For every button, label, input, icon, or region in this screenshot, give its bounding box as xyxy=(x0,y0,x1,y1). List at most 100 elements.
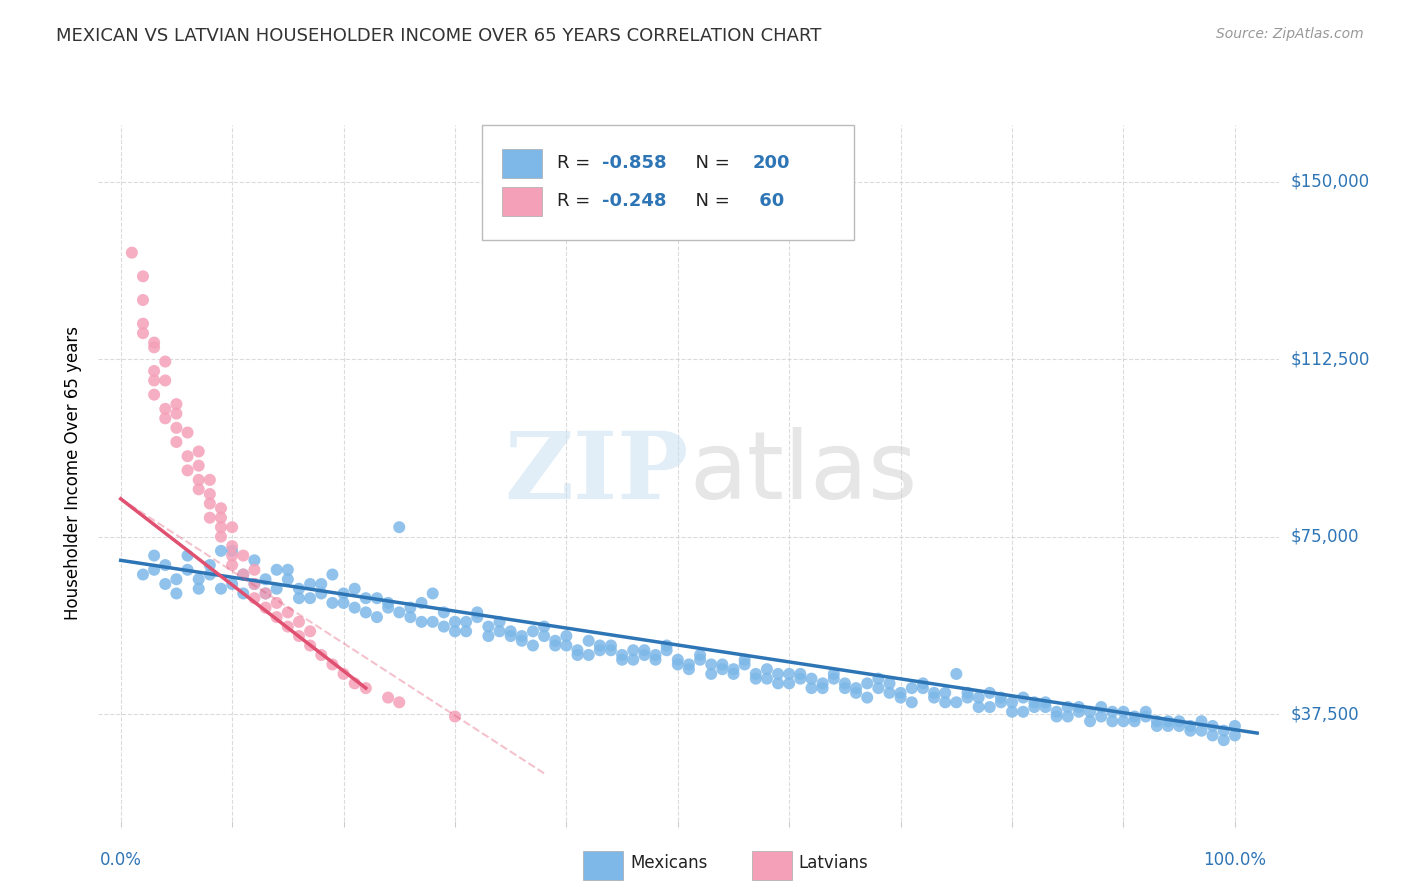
Text: $112,500: $112,500 xyxy=(1291,351,1369,368)
Point xyxy=(856,676,879,690)
Point xyxy=(332,596,354,610)
Point xyxy=(165,435,187,450)
Point xyxy=(1101,714,1123,729)
Point xyxy=(922,690,945,705)
Point xyxy=(143,387,166,401)
Point xyxy=(465,610,488,624)
Point xyxy=(288,629,311,643)
Point xyxy=(343,600,366,615)
Point xyxy=(533,629,555,643)
Text: N =: N = xyxy=(685,193,735,211)
Point xyxy=(1180,719,1202,733)
Point xyxy=(422,615,444,629)
Point xyxy=(1146,714,1168,729)
Text: atlas: atlas xyxy=(689,426,917,519)
Point xyxy=(277,572,299,586)
Point xyxy=(277,563,299,577)
Point xyxy=(1123,709,1146,723)
Point xyxy=(945,695,967,709)
Point xyxy=(165,586,187,600)
Point xyxy=(499,629,522,643)
Point xyxy=(232,586,254,600)
Point xyxy=(945,667,967,681)
Point xyxy=(567,643,589,657)
FancyBboxPatch shape xyxy=(502,186,543,216)
Point xyxy=(922,686,945,700)
Point xyxy=(232,549,254,563)
Point xyxy=(911,681,934,695)
Point xyxy=(477,619,499,633)
Point xyxy=(198,510,221,524)
Point xyxy=(1001,705,1024,719)
Point xyxy=(388,520,411,534)
Point xyxy=(533,619,555,633)
Point xyxy=(456,615,478,629)
Point xyxy=(243,577,266,591)
Point xyxy=(187,458,209,473)
Point xyxy=(1078,714,1101,729)
Point xyxy=(299,577,322,591)
Point xyxy=(734,657,756,672)
Point xyxy=(277,606,299,620)
Point xyxy=(221,544,243,558)
Point xyxy=(600,639,623,653)
Point xyxy=(143,549,166,563)
Point xyxy=(778,676,800,690)
Point xyxy=(488,624,510,639)
Point xyxy=(288,582,311,596)
Point xyxy=(343,582,366,596)
Point xyxy=(1201,719,1223,733)
Point xyxy=(187,572,209,586)
FancyBboxPatch shape xyxy=(502,149,543,178)
Text: Source: ZipAtlas.com: Source: ZipAtlas.com xyxy=(1216,27,1364,41)
Point xyxy=(610,653,633,667)
Point xyxy=(711,662,734,676)
Text: 0.0%: 0.0% xyxy=(100,851,142,869)
Point xyxy=(967,690,990,705)
Point xyxy=(266,563,288,577)
Point xyxy=(209,501,232,516)
Point xyxy=(1035,695,1057,709)
Point xyxy=(266,610,288,624)
Point xyxy=(221,577,243,591)
Point xyxy=(143,364,166,378)
Point xyxy=(399,600,422,615)
Point xyxy=(198,496,221,510)
Point xyxy=(198,473,221,487)
Point xyxy=(444,624,467,639)
Point xyxy=(1180,723,1202,738)
Point xyxy=(967,700,990,714)
Point xyxy=(221,520,243,534)
Point xyxy=(856,690,879,705)
Point xyxy=(354,606,377,620)
Point xyxy=(155,577,177,591)
Point xyxy=(254,586,277,600)
Point xyxy=(979,686,1001,700)
Point xyxy=(1078,705,1101,719)
Point xyxy=(1067,705,1090,719)
Text: MEXICAN VS LATVIAN HOUSEHOLDER INCOME OVER 65 YEARS CORRELATION CHART: MEXICAN VS LATVIAN HOUSEHOLDER INCOME OV… xyxy=(56,27,821,45)
Point xyxy=(678,662,700,676)
Point xyxy=(465,606,488,620)
FancyBboxPatch shape xyxy=(482,125,855,240)
Point xyxy=(823,672,845,686)
Point xyxy=(544,633,567,648)
Point xyxy=(477,629,499,643)
Point xyxy=(633,648,655,662)
Point xyxy=(176,449,198,463)
Point xyxy=(644,653,666,667)
Point xyxy=(165,397,187,411)
Point xyxy=(366,591,388,606)
Point xyxy=(299,624,322,639)
Point xyxy=(522,639,544,653)
Point xyxy=(121,245,143,260)
Point xyxy=(1135,709,1157,723)
Point xyxy=(132,269,155,284)
Point xyxy=(567,648,589,662)
Point xyxy=(266,582,288,596)
Point xyxy=(165,572,187,586)
Point xyxy=(209,510,232,524)
Text: Latvians: Latvians xyxy=(799,855,869,872)
Point xyxy=(321,657,343,672)
Point xyxy=(1168,719,1191,733)
